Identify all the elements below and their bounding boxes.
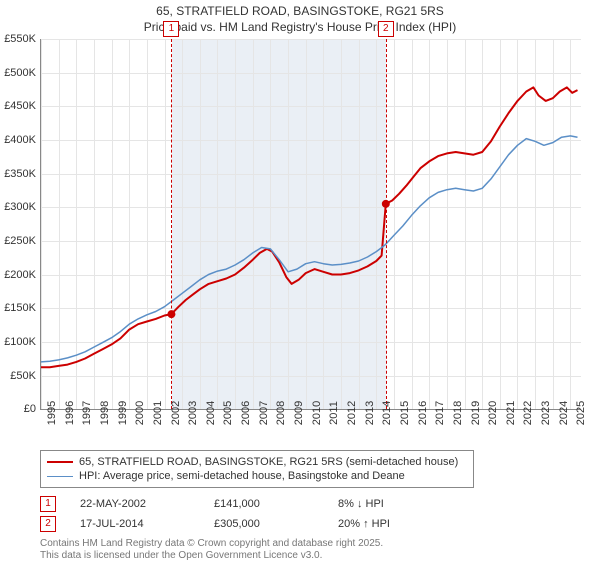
y-axis-label: £550K xyxy=(0,33,36,45)
x-axis-label: 2014 xyxy=(375,401,393,425)
title-subtitle: Price paid vs. HM Land Registry's House … xyxy=(0,20,600,36)
x-axis-label: 2001 xyxy=(146,401,164,425)
y-axis-label: £350K xyxy=(0,168,36,180)
legend: 65, STRATFIELD ROAD, BASINGSTOKE, RG21 5… xyxy=(40,450,474,488)
x-axis-label: 2005 xyxy=(216,401,234,425)
sale-row-1: 1 22-MAY-2002 £141,000 8% ↓ HPI xyxy=(40,494,560,514)
x-axis-label: 2024 xyxy=(552,401,570,425)
x-axis-label: 2018 xyxy=(446,401,464,425)
sale-marker-box: 1 xyxy=(163,21,179,37)
legend-swatch-blue xyxy=(47,476,73,477)
legend-swatch-red xyxy=(47,461,73,463)
x-axis-label: 2006 xyxy=(234,401,252,425)
sale-marker-icon: 1 xyxy=(40,496,56,512)
chart-title: 65, STRATFIELD ROAD, BASINGSTOKE, RG21 5… xyxy=(0,0,600,35)
x-axis-label: 2013 xyxy=(358,401,376,425)
x-axis-label: 2004 xyxy=(199,401,217,425)
sale-marker-line xyxy=(171,39,172,409)
x-axis-label: 2015 xyxy=(393,401,411,425)
y-axis-label: £50K xyxy=(0,370,36,382)
y-axis-label: £500K xyxy=(0,67,36,79)
x-axis-label: 2016 xyxy=(411,401,429,425)
title-address: 65, STRATFIELD ROAD, BASINGSTOKE, RG21 5… xyxy=(0,4,600,20)
x-axis-label: 2021 xyxy=(499,401,517,425)
y-axis-label: £300K xyxy=(0,201,36,213)
x-axis-label: 2019 xyxy=(464,401,482,425)
x-axis-label: 1995 xyxy=(40,401,58,425)
x-axis-label: 2011 xyxy=(322,401,340,425)
y-axis-label: £100K xyxy=(0,336,36,348)
x-axis-label: 2020 xyxy=(481,401,499,425)
sale-price: £305,000 xyxy=(214,518,314,530)
footer-line1: Contains HM Land Registry data © Crown c… xyxy=(40,538,383,550)
sale-marker-icon: 2 xyxy=(40,516,56,532)
y-axis-label: £250K xyxy=(0,235,36,247)
legend-item-property: 65, STRATFIELD ROAD, BASINGSTOKE, RG21 5… xyxy=(47,455,467,469)
x-axis-label: 2023 xyxy=(534,401,552,425)
legend-label: HPI: Average price, semi-detached house,… xyxy=(79,470,405,482)
sale-price: £141,000 xyxy=(214,498,314,510)
x-axis-label: 2000 xyxy=(128,401,146,425)
series-property xyxy=(41,88,578,368)
y-axis-label: £400K xyxy=(0,134,36,146)
x-axis-label: 2009 xyxy=(287,401,305,425)
legend-item-hpi: HPI: Average price, semi-detached house,… xyxy=(47,469,467,483)
x-axis-label: 2002 xyxy=(164,401,182,425)
sale-date: 17-JUL-2014 xyxy=(80,518,190,530)
series-hpi xyxy=(41,136,578,362)
footer-line2: This data is licensed under the Open Gov… xyxy=(40,550,383,561)
x-axis-label: 1997 xyxy=(75,401,93,425)
x-axis-label: 1998 xyxy=(93,401,111,425)
y-axis-label: £150K xyxy=(0,302,36,314)
footer-attribution: Contains HM Land Registry data © Crown c… xyxy=(40,538,383,561)
sale-diff: 20% ↑ HPI xyxy=(338,518,458,530)
sale-marker-line xyxy=(386,39,387,409)
x-axis-label: 1996 xyxy=(58,401,76,425)
chart-area: 12 £0£50K£100K£150K£200K£250K£300K£350K£… xyxy=(40,39,580,409)
chart-lines xyxy=(41,39,581,409)
sale-row-2: 2 17-JUL-2014 £305,000 20% ↑ HPI xyxy=(40,514,560,534)
x-axis-label: 2008 xyxy=(269,401,287,425)
sales-table: 1 22-MAY-2002 £141,000 8% ↓ HPI 2 17-JUL… xyxy=(40,494,560,534)
x-axis-label: 1999 xyxy=(111,401,129,425)
y-axis-label: £200K xyxy=(0,269,36,281)
legend-label: 65, STRATFIELD ROAD, BASINGSTOKE, RG21 5… xyxy=(79,456,458,468)
x-axis-label: 2012 xyxy=(340,401,358,425)
x-axis-label: 2025 xyxy=(569,401,587,425)
x-axis-label: 2017 xyxy=(428,401,446,425)
y-axis-label: £450K xyxy=(0,100,36,112)
x-axis-label: 2022 xyxy=(516,401,534,425)
sale-date: 22-MAY-2002 xyxy=(80,498,190,510)
x-axis-label: 2003 xyxy=(181,401,199,425)
sale-diff: 8% ↓ HPI xyxy=(338,498,458,510)
x-axis-label: 2007 xyxy=(252,401,270,425)
plot-area: 12 xyxy=(40,39,581,410)
x-axis-label: 2010 xyxy=(305,401,323,425)
sale-marker-box: 2 xyxy=(378,21,394,37)
y-axis-label: £0 xyxy=(0,403,36,415)
